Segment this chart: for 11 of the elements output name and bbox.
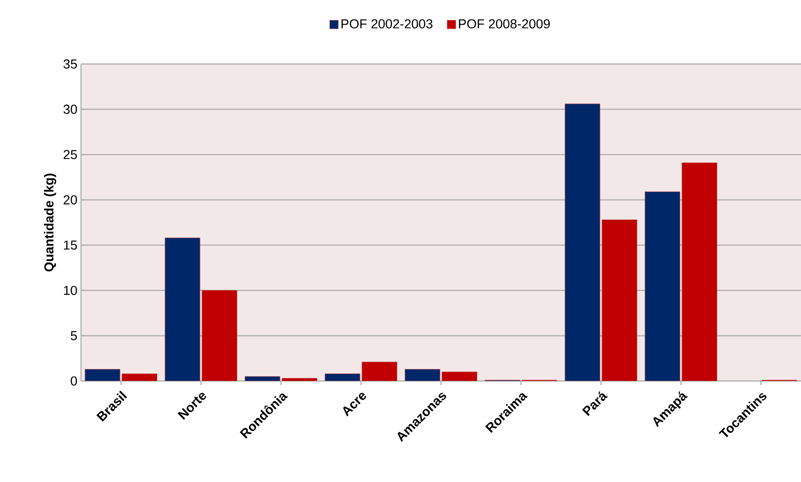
y-axis-title: Quantidade (kg) bbox=[44, 174, 56, 272]
legend-label: POF 2008-2009 bbox=[458, 19, 550, 28]
y-tick-label: 30 bbox=[64, 104, 77, 114]
y-tick-label: 15 bbox=[64, 240, 77, 250]
legend-label: POF 2002-2003 bbox=[342, 19, 432, 28]
y-tick-label: 10 bbox=[64, 286, 77, 296]
y-tick-label: 0 bbox=[70, 376, 77, 386]
y-tick-label: 25 bbox=[64, 150, 77, 160]
y-tick-label: 5 bbox=[70, 331, 77, 340]
y-tick-label: 35 bbox=[64, 59, 77, 69]
y-tick-label: 20 bbox=[64, 195, 77, 204]
